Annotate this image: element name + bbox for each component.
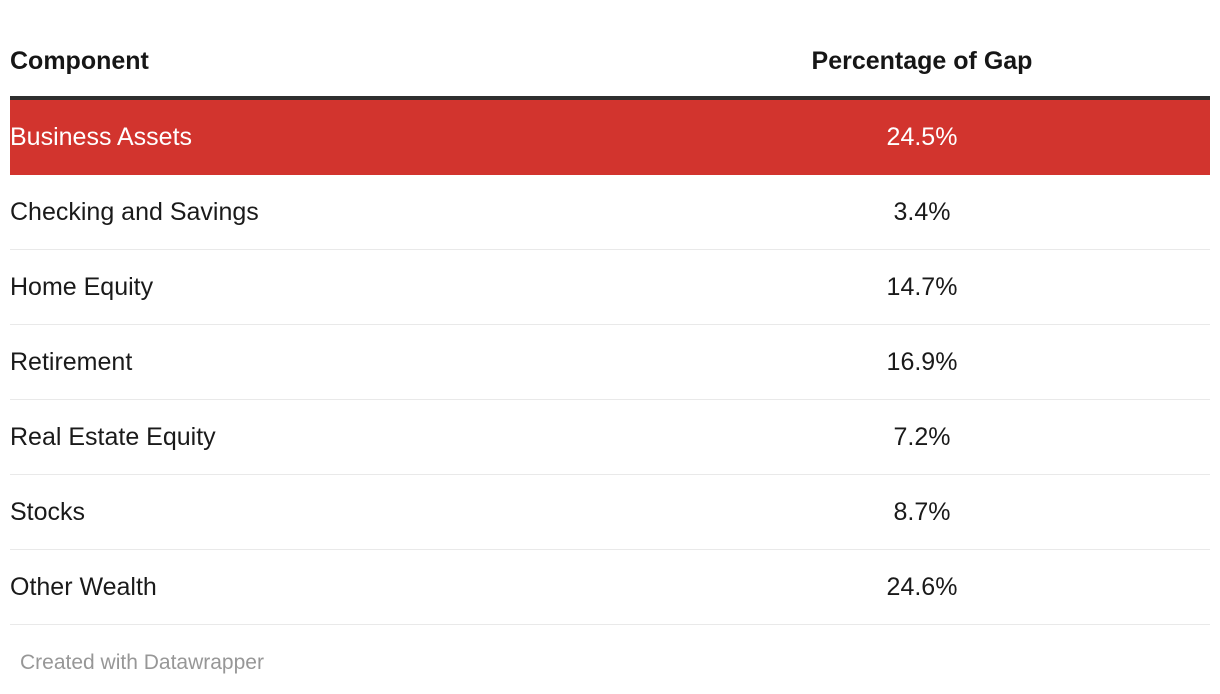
table-row-other-wealth: Other Wealth 24.6% (10, 549, 1210, 625)
chart-footer: Created with Datawrapper (10, 651, 1210, 675)
value-cell: 7.2% (634, 399, 1210, 475)
component-cell: Retirement (10, 324, 634, 400)
value-cell: 3.4% (634, 174, 1210, 250)
table-row-stocks: Stocks 8.7% (10, 474, 1210, 550)
value-cell: 16.9% (634, 324, 1210, 400)
value-cell: 24.5% (634, 98, 1210, 175)
component-cell: Real Estate Equity (10, 399, 634, 475)
value-cell: 14.7% (634, 249, 1210, 325)
component-cell: Home Equity (10, 249, 634, 325)
datawrapper-attribution-link[interactable]: Created with Datawrapper (20, 651, 264, 674)
column-header-component: Component (10, 27, 634, 100)
value-cell: 24.6% (634, 549, 1210, 625)
table-header: Component Percentage of Gap (10, 27, 1210, 100)
component-cell: Business Assets (10, 98, 634, 175)
value-cell: 8.7% (634, 474, 1210, 550)
table-row-real-estate-equity: Real Estate Equity 7.2% (10, 399, 1210, 475)
component-cell: Other Wealth (10, 549, 634, 625)
table-body: Business Assets 24.5% Checking and Savin… (10, 98, 1210, 625)
component-cell: Stocks (10, 474, 634, 550)
header-row: Component Percentage of Gap (10, 27, 1210, 100)
table-row-business-assets: Business Assets 24.5% (10, 98, 1210, 175)
component-cell: Checking and Savings (10, 174, 634, 250)
datawrapper-table-chart: Component Percentage of Gap Business Ass… (10, 27, 1210, 675)
gap-components-table: Component Percentage of Gap Business Ass… (10, 27, 1210, 625)
table-row-retirement: Retirement 16.9% (10, 324, 1210, 400)
table-row-checking-and-savings: Checking and Savings 3.4% (10, 174, 1210, 250)
table-row-home-equity: Home Equity 14.7% (10, 249, 1210, 325)
column-header-percentage-of-gap: Percentage of Gap (634, 27, 1210, 100)
